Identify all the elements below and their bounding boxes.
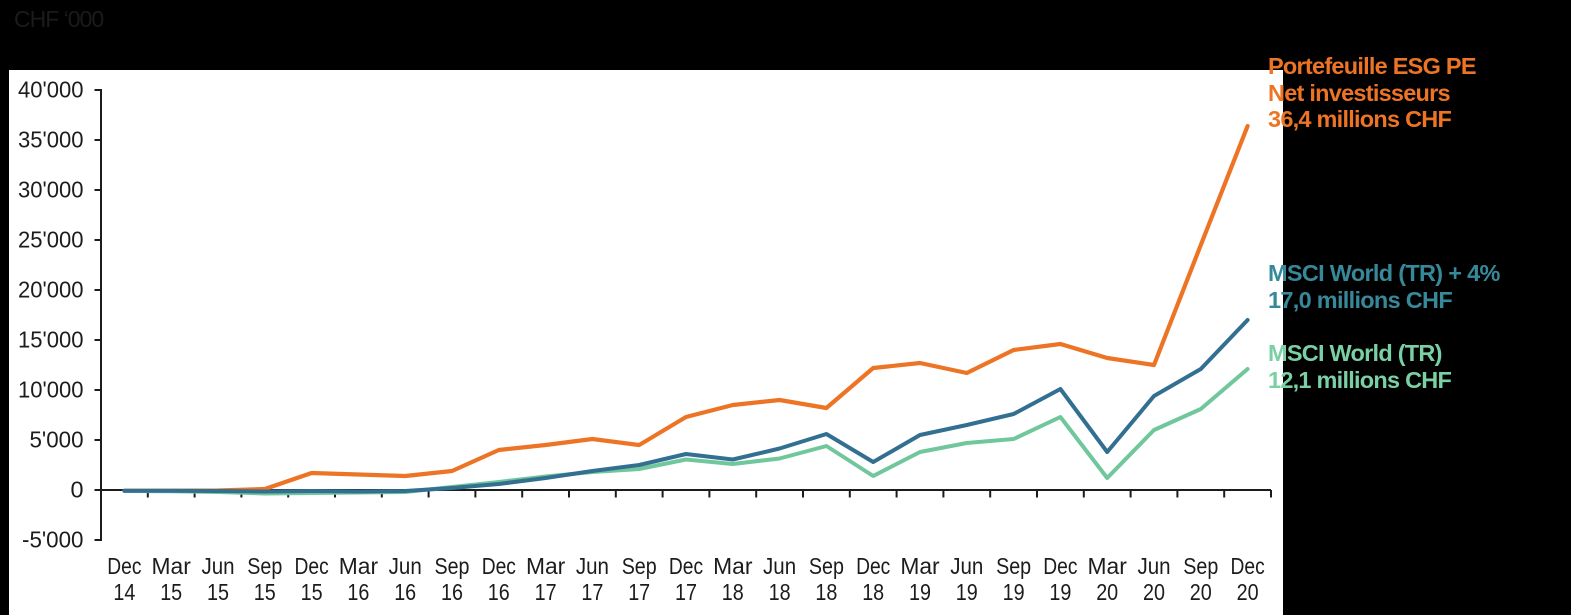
svg-text:Dec: Dec [856, 553, 890, 579]
svg-text:Mar: Mar [526, 553, 566, 579]
svg-text:5'000: 5'000 [30, 426, 84, 452]
svg-text:35'000: 35'000 [18, 126, 84, 152]
svg-text:19: 19 [909, 579, 931, 605]
svg-text:Dec: Dec [295, 553, 329, 579]
svg-text:17: 17 [675, 579, 697, 605]
svg-text:Dec: Dec [1043, 553, 1077, 579]
svg-text:Dec: Dec [107, 553, 141, 579]
svg-text:-5'000: -5'000 [22, 526, 84, 552]
svg-text:Mar: Mar [152, 553, 192, 579]
svg-text:15: 15 [254, 579, 276, 605]
svg-text:16: 16 [441, 579, 463, 605]
svg-text:Dec: Dec [669, 553, 703, 579]
svg-text:Sep: Sep [1183, 553, 1218, 579]
svg-text:16: 16 [347, 579, 369, 605]
svg-text:16: 16 [394, 579, 416, 605]
svg-text:20'000: 20'000 [18, 276, 84, 302]
svg-text:Sep: Sep [247, 553, 282, 579]
svg-text:18: 18 [722, 579, 744, 605]
svg-text:Jun: Jun [201, 553, 234, 579]
svg-text:25'000: 25'000 [18, 226, 84, 252]
svg-text:16: 16 [488, 579, 510, 605]
svg-text:20: 20 [1143, 579, 1165, 605]
svg-text:Mar: Mar [713, 553, 753, 579]
svg-text:Sep: Sep [996, 553, 1031, 579]
svg-text:30'000: 30'000 [18, 176, 84, 202]
svg-text:19: 19 [1049, 579, 1071, 605]
svg-text:19: 19 [956, 579, 978, 605]
svg-text:40'000: 40'000 [18, 76, 84, 102]
svg-text:Jun: Jun [576, 553, 609, 579]
svg-text:15'000: 15'000 [18, 326, 84, 352]
svg-text:Jun: Jun [389, 553, 422, 579]
svg-text:Mar: Mar [1088, 553, 1128, 579]
svg-text:Jun: Jun [763, 553, 796, 579]
svg-text:Sep: Sep [809, 553, 844, 579]
svg-text:Jun: Jun [1137, 553, 1170, 579]
svg-text:Jun: Jun [950, 553, 983, 579]
svg-text:18: 18 [862, 579, 884, 605]
svg-text:17: 17 [628, 579, 650, 605]
svg-text:17: 17 [581, 579, 603, 605]
svg-text:Mar: Mar [900, 553, 940, 579]
svg-text:10'000: 10'000 [18, 376, 84, 402]
svg-text:Sep: Sep [622, 553, 657, 579]
svg-text:0: 0 [71, 476, 84, 502]
svg-text:Sep: Sep [435, 553, 470, 579]
svg-text:15: 15 [207, 579, 229, 605]
svg-text:Mar: Mar [339, 553, 379, 579]
svg-text:20: 20 [1237, 579, 1259, 605]
svg-text:Dec: Dec [482, 553, 516, 579]
svg-text:14: 14 [113, 579, 135, 605]
svg-text:18: 18 [769, 579, 791, 605]
svg-text:15: 15 [301, 579, 323, 605]
svg-text:20: 20 [1190, 579, 1212, 605]
svg-text:Dec: Dec [1231, 553, 1265, 579]
svg-text:15: 15 [160, 579, 182, 605]
svg-text:18: 18 [815, 579, 837, 605]
svg-text:17: 17 [535, 579, 557, 605]
svg-text:20: 20 [1096, 579, 1118, 605]
svg-text:19: 19 [1003, 579, 1025, 605]
